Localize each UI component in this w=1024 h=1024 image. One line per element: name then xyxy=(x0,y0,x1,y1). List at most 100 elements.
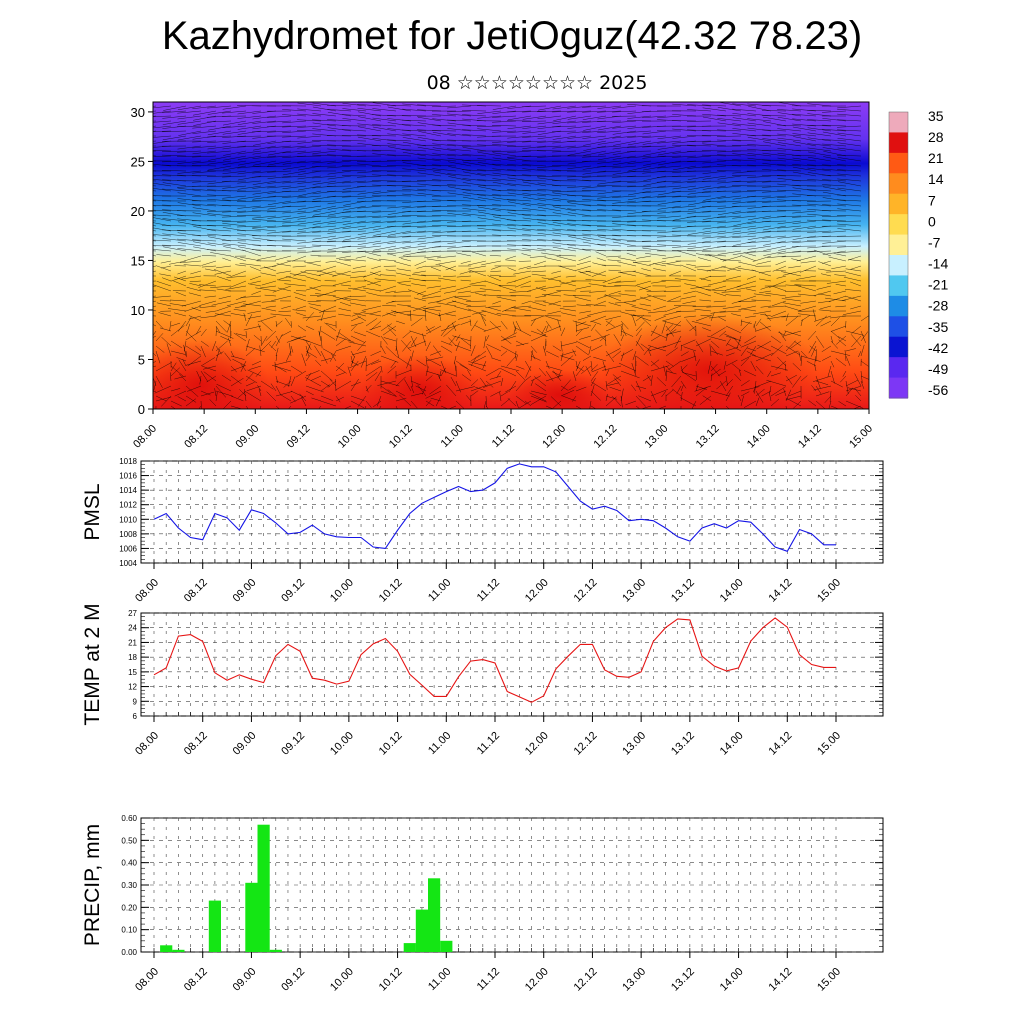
wind-barb xyxy=(628,165,652,172)
wind-barb xyxy=(362,287,382,292)
wind-barb xyxy=(222,130,247,135)
wind-barb xyxy=(237,115,262,119)
wind-barb xyxy=(791,180,817,182)
wind-barb xyxy=(492,223,517,227)
precip-bar xyxy=(208,900,221,952)
wind-barb xyxy=(467,369,472,377)
wind-barb xyxy=(850,265,862,270)
wind-barb xyxy=(313,205,337,212)
wind-barb xyxy=(710,340,720,349)
wind-barb xyxy=(785,330,802,336)
wind-barb xyxy=(641,200,667,203)
wind-barb xyxy=(776,209,802,212)
wind-barb xyxy=(446,110,472,113)
wind-barb xyxy=(552,105,577,110)
wind-barb xyxy=(290,365,303,374)
wind-barb xyxy=(510,305,532,309)
wind-barb xyxy=(762,134,787,137)
wind-barb xyxy=(813,249,832,257)
wind-barb xyxy=(792,215,817,218)
wind-barb xyxy=(661,262,682,267)
wind-barb xyxy=(255,287,277,292)
wind-barb xyxy=(552,145,577,149)
wind-barb xyxy=(561,312,577,317)
wind-barb xyxy=(361,305,382,311)
wind-barb xyxy=(462,124,487,127)
wind-barb xyxy=(755,365,764,375)
wind-barb xyxy=(672,128,697,132)
wind-barb xyxy=(536,287,547,292)
y-tick-label: 18 xyxy=(128,653,137,662)
wind-barb xyxy=(293,270,307,277)
wind-barb xyxy=(798,351,802,362)
wind-barb xyxy=(477,211,502,217)
wind-barb xyxy=(725,385,734,397)
wind-barb xyxy=(642,247,667,252)
wind-barb xyxy=(396,355,412,367)
wind-barb xyxy=(387,174,412,177)
wind-barb xyxy=(792,187,817,192)
wind-barb xyxy=(537,229,562,232)
wind-barb xyxy=(521,150,547,152)
wind-barb xyxy=(462,213,487,217)
wind-barb xyxy=(459,364,472,372)
wind-barb xyxy=(650,390,657,404)
wind-barb xyxy=(492,181,517,187)
wind-barb xyxy=(215,320,228,333)
wind-barb xyxy=(424,255,442,259)
wind-barb xyxy=(496,296,517,302)
wind-barb xyxy=(222,125,247,129)
wind-barb xyxy=(753,320,757,328)
wind-barb xyxy=(252,190,277,195)
wind-barb xyxy=(357,136,382,142)
wind-barb xyxy=(490,390,502,397)
wind-barb xyxy=(285,276,307,282)
wind-barb xyxy=(522,234,547,237)
wind-barb xyxy=(507,227,532,232)
wind-barb xyxy=(222,185,247,189)
wind-barb xyxy=(680,385,684,392)
wind-barb xyxy=(329,379,337,387)
wind-barb xyxy=(777,116,802,122)
y-tick-label: 21 xyxy=(128,638,137,647)
wind-barb xyxy=(297,125,322,128)
wind-barb xyxy=(462,204,487,207)
wind-barb xyxy=(752,385,757,393)
wind-barb xyxy=(822,118,847,122)
wind-barb xyxy=(746,190,772,192)
wind-barb xyxy=(792,118,817,122)
wind-barb xyxy=(200,328,207,337)
wind-barb xyxy=(821,215,847,217)
wind-barb xyxy=(838,401,847,407)
wind-barb xyxy=(522,208,547,212)
wind-barb xyxy=(462,134,487,137)
wind-barb xyxy=(507,110,532,113)
wind-barb xyxy=(499,275,517,278)
wind-barb xyxy=(245,391,262,402)
wind-barb xyxy=(446,384,457,397)
wind-barb xyxy=(840,375,847,383)
wind-barb xyxy=(725,325,742,334)
wind-barb xyxy=(777,220,802,225)
wind-barb xyxy=(725,379,733,387)
wind-barb xyxy=(492,110,517,114)
wind-barb xyxy=(627,130,652,133)
wind-barb xyxy=(397,280,412,283)
wind-barb xyxy=(475,292,487,297)
wind-barb xyxy=(491,250,517,252)
wind-barb xyxy=(822,143,847,147)
wind-barb xyxy=(837,336,847,342)
wind-barb xyxy=(237,185,262,190)
wind-barb xyxy=(530,395,547,403)
wind-barb xyxy=(372,235,397,238)
precip-bar xyxy=(172,949,185,952)
wind-barb xyxy=(456,275,472,278)
wind-barb xyxy=(221,205,247,207)
wind-barb xyxy=(781,315,802,318)
wind-barb xyxy=(237,120,262,125)
wind-barb xyxy=(350,350,355,358)
wind-barb xyxy=(576,304,592,307)
wind-barb xyxy=(642,165,667,171)
wind-barb xyxy=(432,245,457,248)
